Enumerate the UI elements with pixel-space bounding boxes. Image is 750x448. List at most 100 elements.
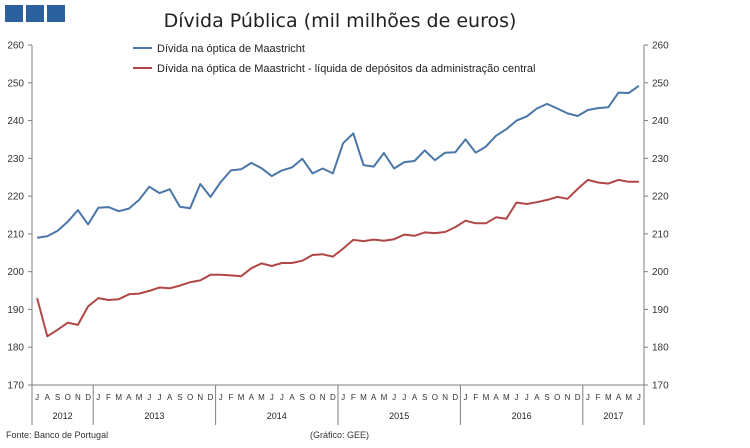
x-month-label: O [432, 393, 438, 402]
x-month-label: A [249, 393, 255, 402]
x-month-label: N [565, 393, 571, 402]
x-month-label: O [65, 393, 71, 402]
x-month-label: J [525, 393, 529, 402]
axes [28, 44, 648, 425]
y-tick-label-left: 240 [7, 116, 24, 127]
x-month-label: S [544, 393, 549, 402]
y-tick-label-left: 230 [7, 154, 24, 165]
y-tick-label-left: 220 [7, 192, 24, 203]
x-year-label: 2017 [603, 411, 623, 421]
x-month-label: M [258, 393, 265, 402]
legend: Dívida na óptica de Maastricht Dívida na… [133, 43, 536, 75]
x-month-label: J [392, 393, 396, 402]
y-tick-label-right: 180 [652, 343, 669, 354]
x-month-label: J [280, 393, 284, 402]
y-tick-label-right: 230 [652, 154, 669, 165]
y-tick-label-right: 220 [652, 192, 669, 203]
x-year-label: 2013 [144, 411, 164, 421]
x-month-label: D [575, 393, 581, 402]
y-tick-label-right: 260 [652, 41, 669, 52]
series-lines [36, 84, 640, 338]
x-month-label: M [503, 393, 510, 402]
y-tick-label-left: 190 [7, 305, 24, 316]
y-tick-label-right: 210 [652, 229, 669, 240]
x-month-label: J [341, 393, 345, 402]
x-month-label: N [197, 393, 203, 402]
logo-block-1 [5, 5, 23, 22]
x-month-label: M [238, 393, 245, 402]
x-year-label: 2016 [512, 411, 532, 421]
x-month-label: J [637, 393, 641, 402]
legend-label-maastricht: Dívida na óptica de Maastricht [157, 43, 305, 55]
y-tick-label-right: 170 [652, 381, 669, 392]
x-month-label: A [534, 393, 540, 402]
x-month-label: A [167, 393, 173, 402]
logo [5, 5, 65, 22]
y-tick-label-left: 170 [7, 381, 24, 392]
x-month-label: J [402, 393, 406, 402]
x-month-label: F [596, 393, 601, 402]
y-tick-label-left: 200 [7, 267, 24, 278]
x-month-label: A [45, 393, 51, 402]
x-month-label: J [270, 393, 274, 402]
x-month-label: M [483, 393, 490, 402]
x-month-label: O [309, 393, 315, 402]
y-axis-right-labels: 170 180 190 200 210 220 230 240 250 260 [652, 41, 669, 392]
logo-block-2 [26, 5, 44, 22]
x-month-label: D [208, 393, 214, 402]
x-month-label: M [136, 393, 143, 402]
y-tick-label-right: 240 [652, 116, 669, 127]
x-month-label: F [106, 393, 111, 402]
x-month-label: A [371, 393, 377, 402]
source-note: Fonte: Banco de Portugal [6, 430, 109, 440]
x-month-label: F [473, 393, 478, 402]
x-month-label: D [330, 393, 336, 402]
x-month-label: O [187, 393, 193, 402]
x-month-label: M [115, 393, 122, 402]
x-month-label: N [442, 393, 448, 402]
y-tick-label-left: 180 [7, 343, 24, 354]
x-month-label: S [422, 393, 427, 402]
x-year-label: 2014 [267, 411, 287, 421]
x-month-label: A [412, 393, 418, 402]
y-tick-label-right: 200 [652, 267, 669, 278]
y-tick-label-left: 250 [7, 78, 24, 89]
x-month-label: M [381, 393, 388, 402]
y-tick-label-right: 250 [652, 78, 669, 89]
x-year-label: 2012 [53, 411, 73, 421]
x-month-label: J [35, 393, 39, 402]
x-month-label: F [228, 393, 233, 402]
x-month-label: A [493, 393, 499, 402]
x-month-label: M [360, 393, 367, 402]
chart-title: Dívida Pública (mil milhões de euros) [163, 10, 517, 32]
x-month-label: D [85, 393, 91, 402]
x-month-label: J [464, 393, 468, 402]
x-month-label: J [219, 393, 223, 402]
x-month-label: S [300, 393, 305, 402]
x-month-label: A [126, 393, 132, 402]
y-axis-left-labels: 170 180 190 200 210 220 230 240 250 260 [7, 41, 24, 392]
x-month-label: J [515, 393, 519, 402]
legend-label-net-deposits: Dívida na óptica de Maastricht - líquida… [157, 63, 536, 75]
x-month-label: S [55, 393, 60, 402]
x-month-label: N [75, 393, 81, 402]
x-month-label: J [96, 393, 100, 402]
x-month-label: J [586, 393, 590, 402]
x-month-label: F [351, 393, 356, 402]
series-line-1 [36, 84, 640, 239]
y-tick-label-left: 260 [7, 41, 24, 52]
x-month-label: A [616, 393, 622, 402]
x-month-label: N [320, 393, 326, 402]
chart-credit: (Gráfico: GEE) [310, 430, 370, 440]
series-line-2 [36, 178, 639, 338]
y-tick-label-right: 190 [652, 305, 669, 316]
x-month-label: J [147, 393, 151, 402]
x-month-label: J [158, 393, 162, 402]
x-year-label: 2015 [389, 411, 409, 421]
logo-block-3 [47, 5, 65, 22]
x-month-label: S [177, 393, 182, 402]
x-month-label: O [554, 393, 560, 402]
x-month-label: A [289, 393, 295, 402]
